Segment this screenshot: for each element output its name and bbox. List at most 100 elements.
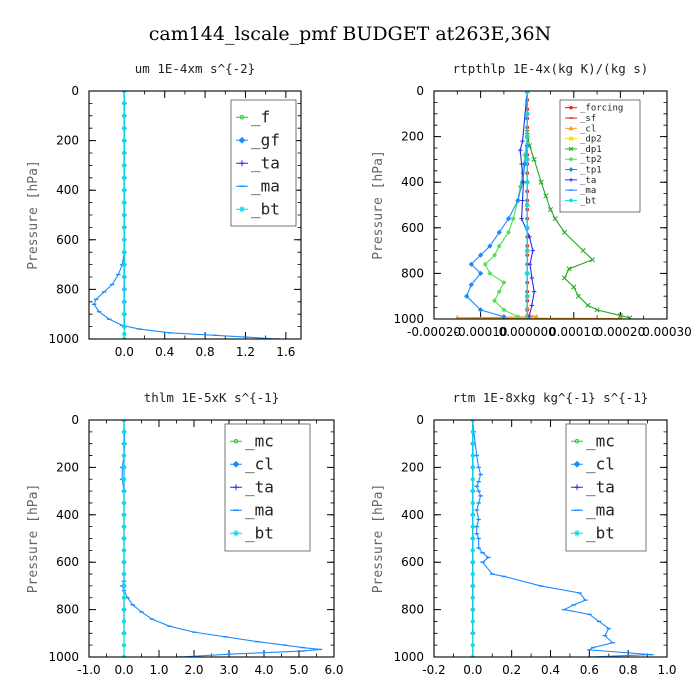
point-tp1 [487, 243, 493, 249]
legend: _forcing_sf_cl_dp2_dp1_tp2_tp1_ta_ma_bt [559, 99, 641, 213]
point-tp1 [477, 252, 484, 258]
series-group [470, 420, 654, 657]
point-dp1 [538, 179, 544, 185]
point-tp1 [468, 282, 474, 288]
point-cl [618, 315, 623, 319]
y-tick-label: 800 [401, 266, 424, 280]
y-tick-label: 800 [56, 282, 79, 296]
x-tick-label: 0.000000 [499, 325, 556, 339]
point-dp1 [531, 156, 537, 162]
point-bt [470, 429, 476, 435]
legend-swatch-ta [574, 484, 580, 491]
legend-swatch-cl [232, 460, 240, 468]
legend-swatch-bt [574, 530, 580, 537]
x-tick-label: 0.8 [619, 663, 638, 677]
point-ta [521, 180, 526, 185]
point-bt [121, 583, 127, 589]
point-ta [518, 148, 523, 153]
point-ta [527, 234, 532, 240]
point-bt [121, 441, 127, 446]
point-bt [470, 548, 476, 553]
point-bt [470, 619, 476, 624]
panels: um 1E-4xm s^{-2} Pressure [hPa] 0 200 400 600… [26, 61, 692, 677]
legend-swatch-ta [569, 177, 573, 182]
point-tp1 [477, 270, 484, 277]
point-bt [470, 465, 476, 470]
legend-label: _bt [580, 196, 596, 206]
point-tp1 [477, 307, 484, 313]
plot-frame [433, 90, 668, 320]
point-bt [122, 287, 127, 292]
legend-label: _ta [580, 176, 596, 186]
series-group [91, 91, 280, 339]
point-dp1 [585, 302, 591, 308]
point-ta [529, 275, 535, 281]
point-bt [470, 631, 476, 636]
point-bt [470, 583, 476, 589]
point-bt [121, 595, 127, 600]
y-tick-label: 1000 [393, 312, 424, 326]
point-tp2 [492, 252, 497, 258]
point-tp2 [506, 230, 511, 235]
point-bt [470, 453, 476, 458]
point-ta [529, 303, 535, 308]
legend-box [559, 99, 641, 213]
point-dp1 [571, 284, 577, 290]
x-tick-label: 0.00020 [596, 325, 646, 339]
y-tick-label: 400 [56, 508, 79, 522]
point-dp1 [617, 313, 623, 319]
series-line-tp2 [484, 91, 528, 318]
legend-swatch-mc [233, 438, 239, 444]
y-tick-label: 0 [416, 413, 424, 427]
point-bt [121, 619, 127, 624]
x-tick-label: 3.0 [219, 663, 238, 677]
legend-label: _mc [245, 432, 274, 451]
legend: _mc _cl _ta _ma _bt [565, 423, 647, 552]
chart-panel-3: thlm 1E-5xK s^{-1} Pressure [hPa] 0 200 400 6… [26, 390, 344, 677]
point-bt [525, 248, 530, 253]
chart-panel-2: rtpthlp 1E-4x(kg K)/(kg s) Pressure [hPa]… [371, 61, 692, 339]
point-bt [121, 500, 127, 506]
x-tick-label: -0.00020 [407, 325, 461, 339]
point-tp1 [496, 229, 502, 235]
y-tick-label: 400 [401, 508, 424, 522]
y-axis-label: Pressure [hPa] [26, 160, 41, 270]
point-bt [525, 271, 530, 276]
point-bt [121, 607, 127, 612]
point-tp2 [487, 271, 493, 276]
point-bt [121, 560, 127, 565]
y-tick-label: 400 [56, 183, 79, 197]
legend-swatch-dp2 [569, 136, 573, 141]
y-tick-label: 200 [56, 134, 79, 148]
point-tp1 [505, 216, 512, 222]
legend-label: _tp1 [580, 165, 602, 175]
x-tick-label: 2.0 [184, 663, 203, 677]
point-ta [527, 262, 533, 267]
x-tick-label: 1.0 [149, 663, 168, 677]
point-dp1 [561, 229, 568, 235]
y-tick-label: 200 [401, 130, 424, 144]
legend-swatch-ta [233, 484, 239, 491]
legend-label: _bt [245, 524, 274, 543]
panel-title: um 1E-4xm s^{-2} [135, 61, 255, 76]
point-bt [470, 500, 476, 506]
legend-swatch-ta [239, 160, 245, 167]
y-tick-label: 800 [401, 603, 424, 617]
point-bt [122, 212, 127, 218]
point-bt [122, 312, 127, 317]
legend-label: _ma [245, 501, 274, 520]
legend: _mc _cl _ta _ma _bt [224, 423, 311, 552]
y-tick-label: 1000 [48, 650, 79, 664]
legend-label: _dp1 [580, 145, 602, 155]
legend-label: _ma [580, 186, 596, 196]
legend-swatch-f [239, 114, 245, 120]
point-bt [122, 188, 127, 193]
series-group [120, 420, 323, 657]
plot-frame [88, 90, 302, 340]
point-ta [520, 138, 525, 144]
legend-swatch-bt [233, 530, 239, 537]
y-axis-label: Pressure [hPa] [26, 484, 41, 594]
legend-label: _ta [245, 478, 274, 497]
point-bt [122, 225, 127, 230]
point-bt [122, 324, 127, 329]
